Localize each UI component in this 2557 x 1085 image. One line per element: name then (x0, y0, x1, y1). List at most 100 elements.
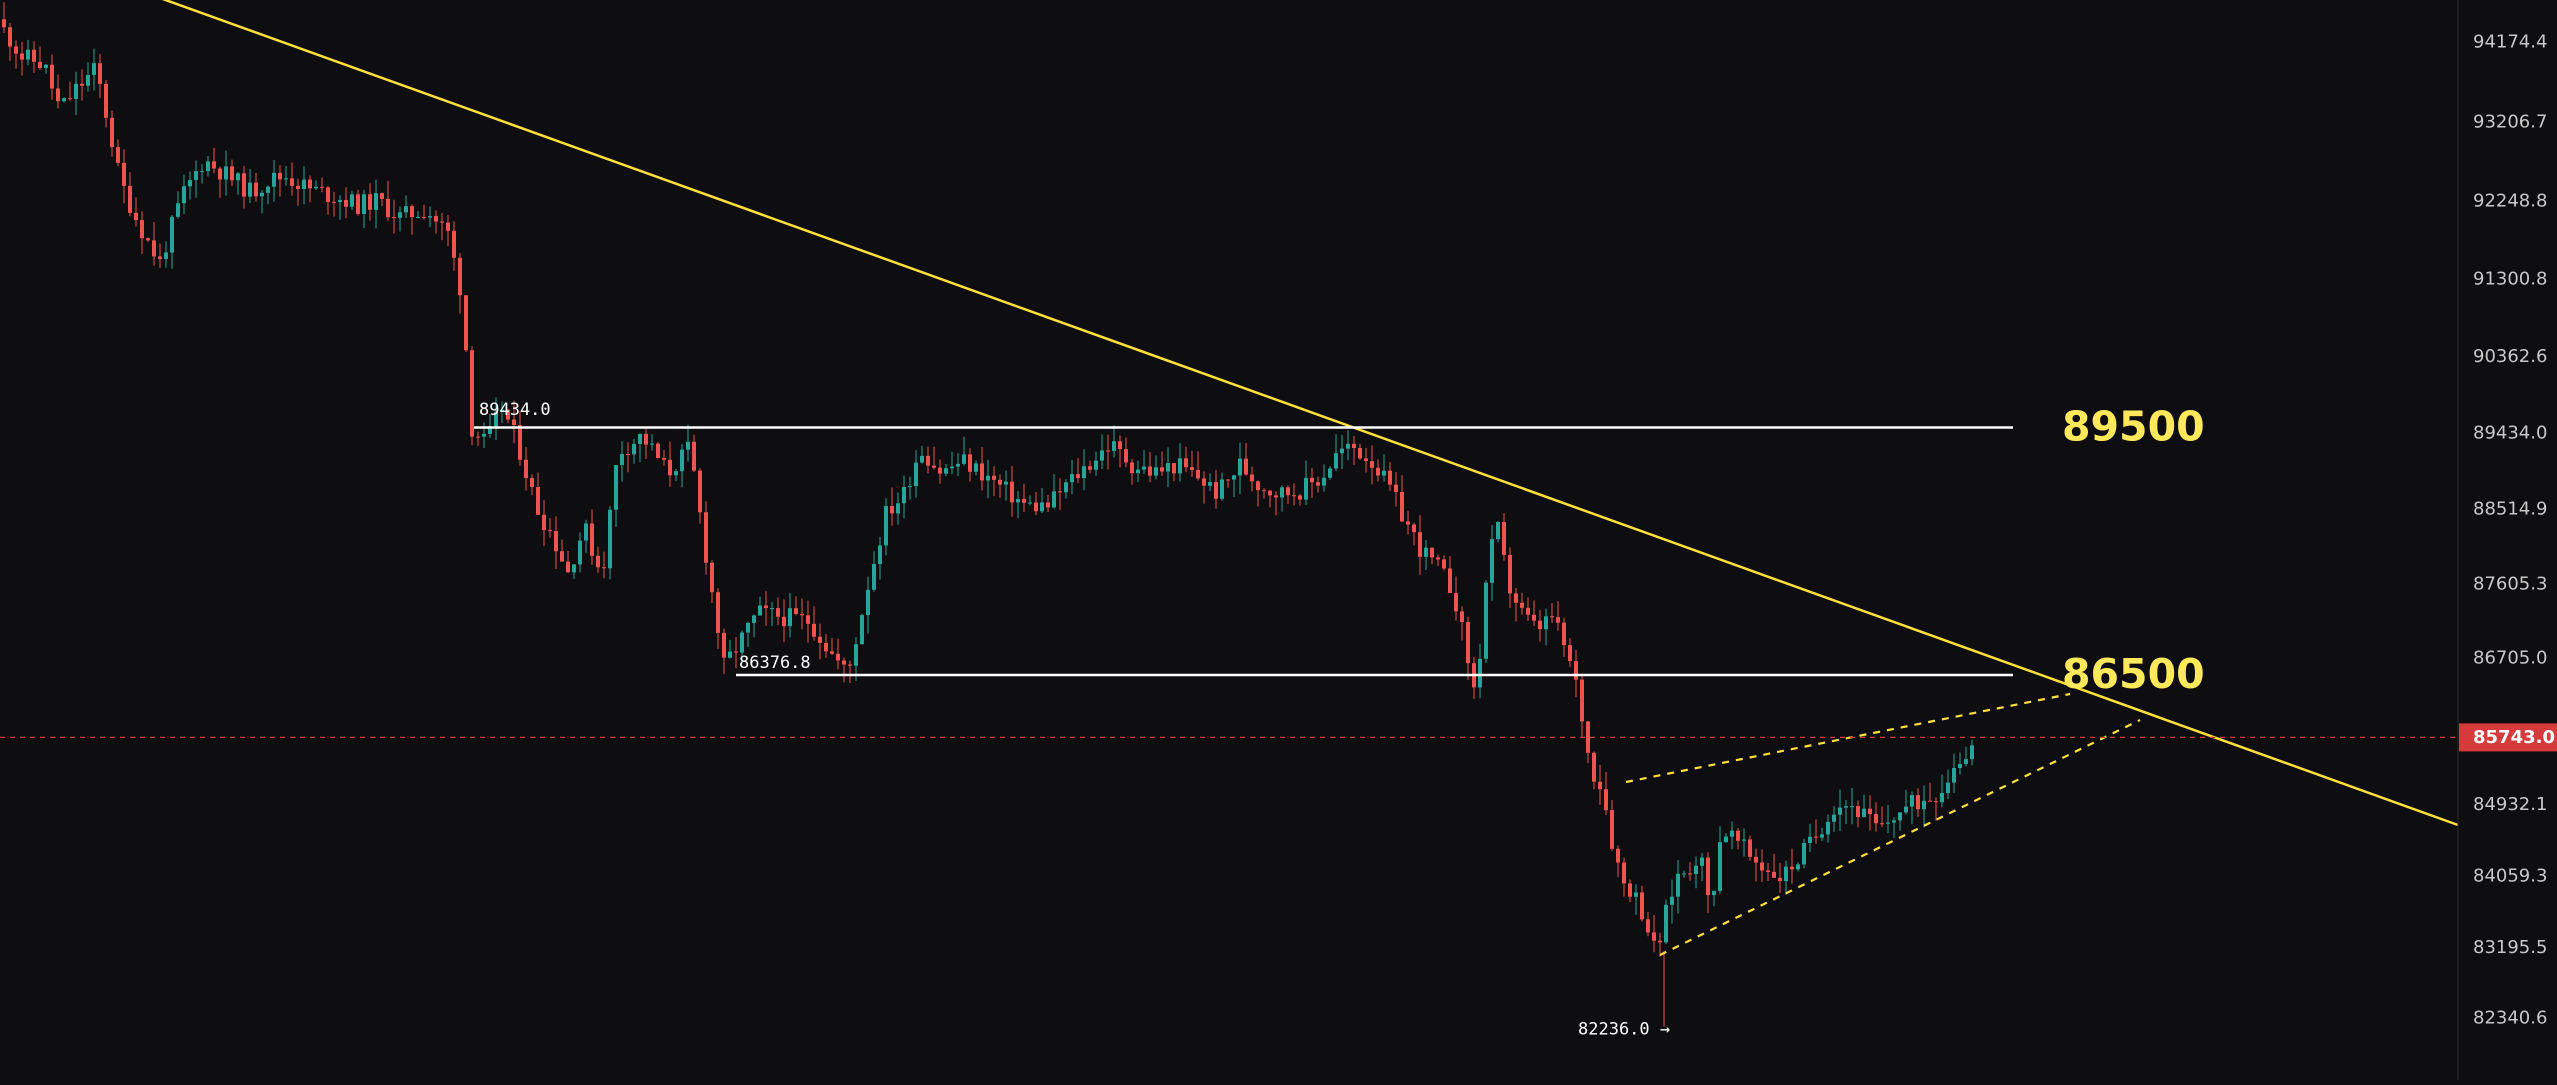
candle (1778, 862, 1782, 893)
candle (1460, 606, 1464, 641)
candle (986, 459, 990, 499)
candle (476, 431, 480, 446)
candle (1568, 638, 1572, 667)
candle (1202, 471, 1206, 504)
candle (1436, 554, 1440, 567)
candle (74, 71, 78, 116)
candle (1754, 848, 1758, 882)
candle (1076, 458, 1080, 484)
candle (458, 253, 462, 314)
candle (1742, 828, 1746, 857)
candle (1400, 475, 1404, 522)
candle (1106, 434, 1110, 470)
candle (1214, 469, 1218, 509)
wedge-upper-line[interactable] (1625, 692, 2071, 784)
candle (650, 434, 654, 451)
candle (464, 295, 468, 352)
candle (1316, 476, 1320, 493)
candle (1088, 460, 1092, 474)
candle (470, 346, 474, 446)
candle (812, 606, 816, 641)
candle (194, 160, 198, 198)
candle (1838, 789, 1842, 832)
candle (1388, 462, 1392, 492)
candle (1406, 510, 1410, 535)
candle (1274, 491, 1278, 516)
candle (1286, 485, 1290, 505)
price-annotation-low: 82236.0 → (1578, 1020, 1670, 1040)
candle (728, 639, 732, 659)
candle (548, 517, 552, 538)
candle (842, 657, 846, 683)
candle (1298, 493, 1302, 506)
candle (584, 519, 588, 554)
candle (410, 204, 414, 235)
candle (80, 69, 84, 101)
candle (1490, 524, 1494, 601)
candle (344, 187, 348, 219)
candle (1364, 447, 1368, 473)
candle (1430, 547, 1434, 565)
candle (788, 592, 792, 638)
candle (734, 636, 738, 668)
candle (1334, 434, 1338, 472)
descending-trendline[interactable] (160, 0, 2459, 827)
candle (170, 215, 174, 269)
candle (1868, 795, 1872, 831)
candle (1016, 490, 1020, 519)
candle (260, 189, 264, 214)
candle (1190, 450, 1194, 477)
candle (1610, 800, 1614, 851)
candle (1292, 483, 1296, 506)
candle (1658, 932, 1662, 957)
candle (1100, 434, 1104, 470)
candle (854, 637, 858, 681)
candle (1790, 848, 1794, 884)
candle (434, 210, 438, 234)
candle (1808, 823, 1812, 853)
candle (872, 551, 876, 592)
price-tick-label: 90362.6 (2473, 346, 2547, 367)
candle (1538, 609, 1542, 642)
candle (1394, 472, 1398, 507)
candle (1580, 673, 1584, 738)
candle (542, 500, 546, 547)
price-tick-label: 93206.7 (2473, 111, 2547, 132)
candle (500, 401, 504, 424)
candle (1952, 753, 1956, 793)
candle (1172, 462, 1176, 482)
candle (1604, 772, 1608, 815)
candle (200, 164, 204, 184)
candle (1448, 556, 1452, 594)
candle (1424, 540, 1428, 571)
candle (1256, 480, 1260, 507)
candle (1160, 451, 1164, 476)
candle (836, 638, 840, 670)
candle (902, 475, 906, 519)
candle (626, 442, 630, 473)
candle (182, 174, 186, 214)
candle (914, 449, 918, 498)
candle (1262, 488, 1266, 499)
candle (218, 166, 222, 198)
candle (1520, 592, 1524, 615)
candle (278, 165, 282, 197)
candle (164, 241, 168, 268)
candle (1328, 465, 1332, 480)
candle (512, 400, 516, 444)
price-axis[interactable]: 94174.4 93206.7 92248.8 91300.8 90362.6 89434… (2457, 0, 2557, 1080)
candle (140, 211, 144, 255)
candle (98, 54, 102, 98)
candle (380, 192, 384, 207)
candle (524, 447, 528, 491)
candle (1904, 789, 1908, 815)
candle (920, 445, 924, 464)
price-tick-label: 89434.0 (2473, 422, 2547, 443)
wedge-lower-line[interactable] (1659, 719, 2141, 956)
candle (1526, 597, 1530, 621)
candle (392, 199, 396, 234)
candle (704, 501, 708, 575)
candle (1502, 513, 1506, 561)
